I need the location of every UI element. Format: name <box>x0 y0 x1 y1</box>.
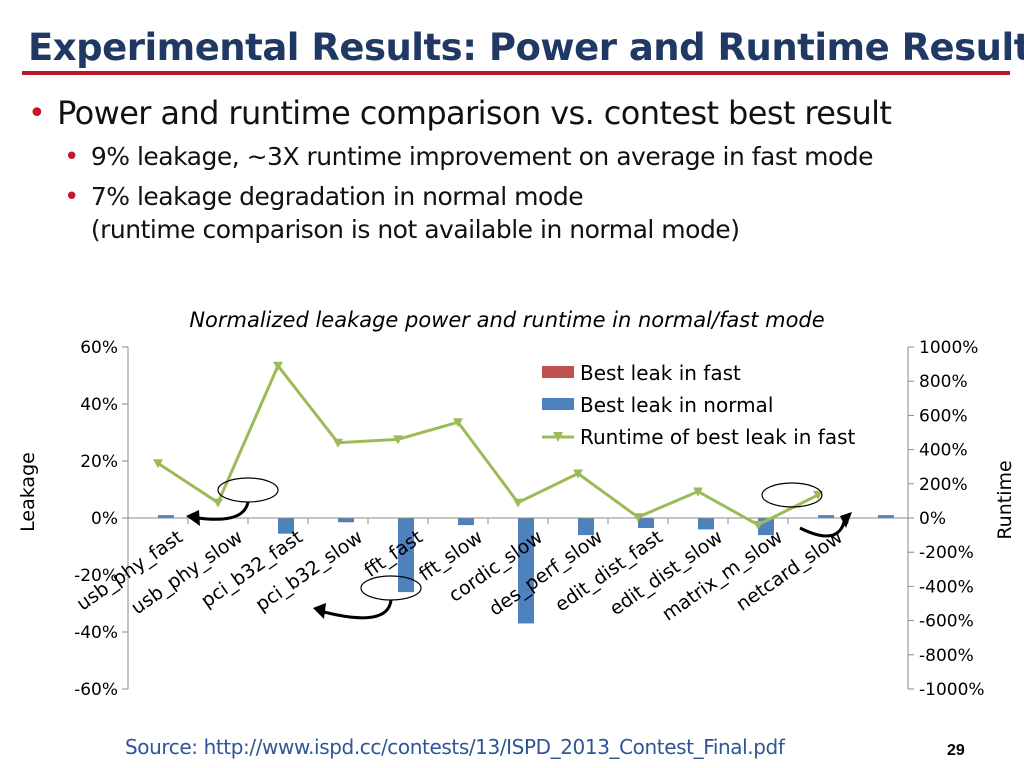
data-point <box>213 498 223 508</box>
bullet-level-2: • 7% leakage degradation in normal mode … <box>64 180 1008 246</box>
series-line <box>157 362 819 527</box>
y2-tick-label: 800% <box>919 372 968 392</box>
arrow-head <box>313 603 326 619</box>
bar <box>458 518 474 526</box>
x-tick-label: fft_fast <box>360 526 426 582</box>
annotations <box>186 477 852 620</box>
arrow-head <box>840 512 852 528</box>
bullet-marker: • <box>64 182 79 212</box>
legend: Best leak in fast Best leak in normal Runt… <box>542 361 856 449</box>
bullet-level-2: • 9% leakage, ~3X runtime improvement on… <box>64 140 1008 174</box>
legend-label: Best leak in normal <box>580 393 773 417</box>
y2-tick-label: 400% <box>919 441 968 461</box>
chart-title: Normalized leakage power and runtime in … <box>189 308 824 332</box>
bullet-line: (runtime comparison is not available in … <box>90 215 740 244</box>
y-tick-label: -60% <box>74 680 118 700</box>
data-point <box>393 435 403 445</box>
legend-marker <box>553 432 563 442</box>
secondary-y-axis-label: Runtime <box>994 460 1016 539</box>
bar <box>398 518 414 593</box>
y2-tick-label: 1000% <box>919 338 978 358</box>
source-citation: Source: http://www.ispd.cc/contests/13/I… <box>125 735 785 759</box>
bullet-list: • Power and runtime comparison vs. conte… <box>28 94 1008 246</box>
bar <box>818 515 834 518</box>
y-tick-label: -40% <box>74 623 118 643</box>
data-point <box>453 418 463 428</box>
y-tick-label: 0% <box>91 509 118 529</box>
legend-swatch <box>542 366 574 378</box>
data-point <box>693 487 703 497</box>
y2-tick-label: -800% <box>919 646 974 666</box>
page-number: 29 <box>947 742 965 759</box>
bar <box>878 515 894 518</box>
annotation-arrow <box>197 501 250 521</box>
bullet-marker: • <box>64 142 79 172</box>
y2-tick-label: 600% <box>919 406 968 426</box>
bullet-text: 7% leakage degradation in normal mode (r… <box>91 180 740 246</box>
y-tick-label: 40% <box>80 395 118 415</box>
data-point <box>333 438 343 448</box>
bullet-text: 9% leakage, ~3X runtime improvement on a… <box>90 142 874 171</box>
y2-tick-label: 0% <box>919 509 946 529</box>
x-tick-label: netcard_slow <box>732 526 847 616</box>
data-point <box>753 520 763 530</box>
y-axis-label: Leakage <box>17 452 39 532</box>
bar <box>278 518 294 534</box>
data-point <box>573 469 583 479</box>
data-point <box>813 490 823 500</box>
bullet-line: 7% leakage degradation in normal mode <box>90 182 584 211</box>
y2-tick-label: -1000% <box>919 680 985 700</box>
y-tick-label: -20% <box>74 566 118 586</box>
data-point <box>513 498 523 508</box>
bar <box>338 518 354 523</box>
legend-label: Best leak in fast <box>580 361 741 385</box>
y-tick-label: 60% <box>80 338 118 358</box>
bar <box>518 518 534 624</box>
x-tick-label: pci_b32_slow <box>252 526 367 616</box>
legend-swatch <box>542 398 574 410</box>
arrow-head <box>186 510 200 526</box>
bar <box>578 518 594 536</box>
bullet-text: Power and runtime comparison vs. contest… <box>57 94 892 132</box>
annotation-circle <box>217 477 279 503</box>
y2-tick-label: -400% <box>919 577 974 597</box>
annotation-arrow <box>323 599 393 620</box>
bullet-level-1: • Power and runtime comparison vs. conte… <box>28 94 1008 134</box>
y-tick-label: 20% <box>80 452 118 472</box>
annotation-circle <box>761 482 823 508</box>
data-point <box>633 513 643 523</box>
y2-tick-label: 200% <box>919 475 968 495</box>
title-divider <box>22 71 1010 75</box>
bar <box>698 518 714 530</box>
data-point <box>153 459 163 469</box>
bar <box>638 518 654 528</box>
y2-tick-label: -200% <box>919 543 974 563</box>
y2-tick-label: -600% <box>919 612 974 632</box>
bullet-marker: • <box>28 96 46 131</box>
bar <box>158 515 174 518</box>
slide-title: Experimental Results: Power and Runtime … <box>28 26 1024 69</box>
legend-label: Runtime of best leak in fast <box>580 425 856 449</box>
data-point <box>273 361 283 371</box>
